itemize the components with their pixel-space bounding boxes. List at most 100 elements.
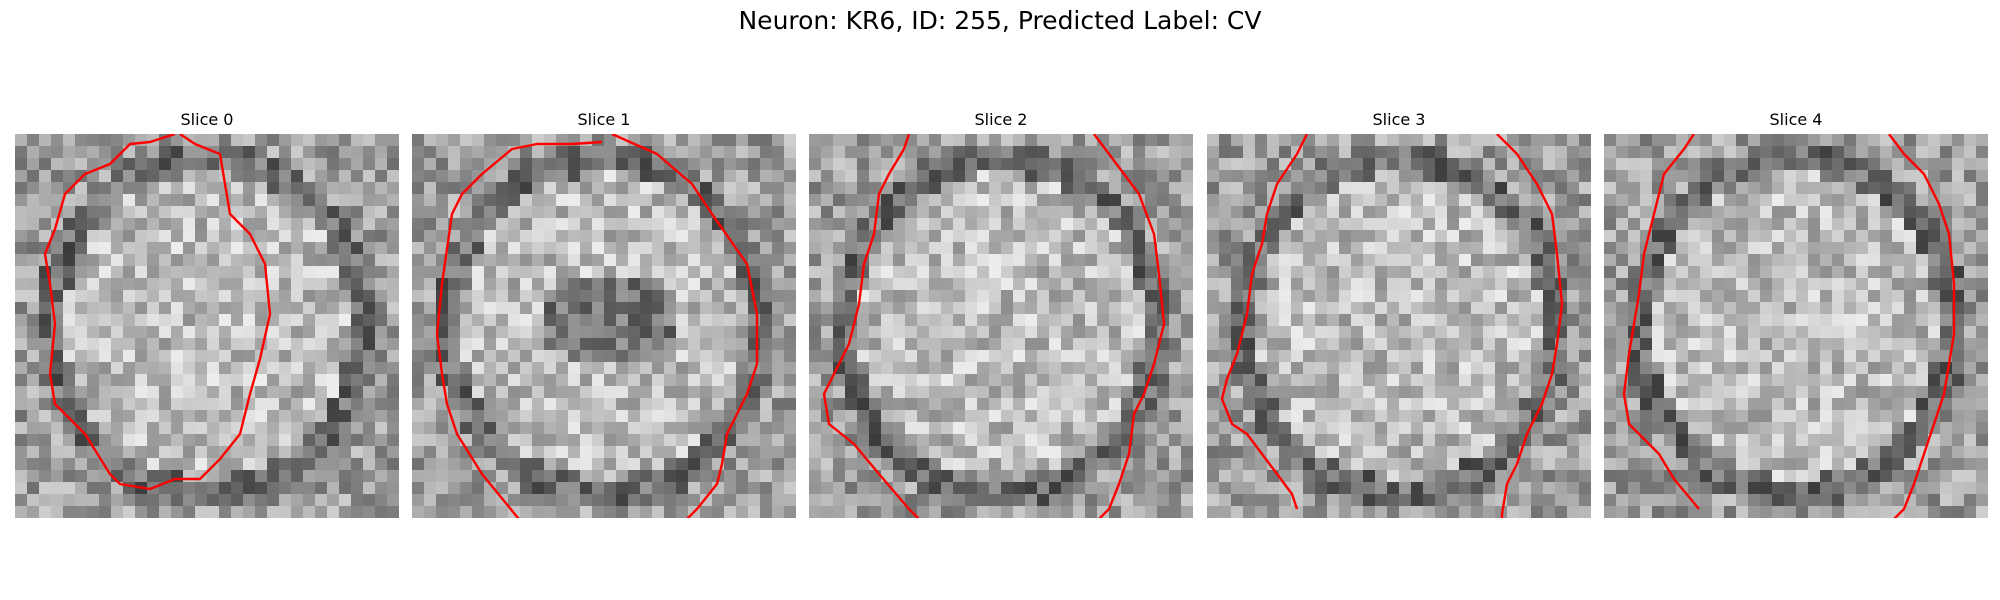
image-pixel: [1231, 398, 1244, 411]
image-pixel: [1736, 134, 1749, 147]
image-pixel: [1676, 242, 1689, 255]
image-pixel: [1531, 470, 1544, 483]
image-pixel: [1579, 194, 1591, 207]
image-pixel: [664, 326, 677, 339]
image-pixel: [905, 230, 918, 243]
image-pixel: [544, 314, 557, 327]
image-pixel: [652, 326, 665, 339]
image-pixel: [1267, 362, 1280, 375]
image-pixel: [327, 194, 340, 207]
image-pixel: [424, 194, 437, 207]
image-pixel: [363, 446, 376, 459]
image-pixel: [821, 230, 834, 243]
image-pixel: [1037, 302, 1050, 315]
image-pixel: [532, 266, 545, 279]
image-pixel: [1267, 290, 1280, 303]
image-pixel: [1928, 290, 1941, 303]
image-pixel: [484, 398, 497, 411]
image-pixel: [592, 266, 605, 279]
image-pixel: [929, 170, 942, 183]
image-pixel: [1339, 266, 1352, 279]
image-pixel: [1339, 314, 1352, 327]
image-pixel: [1375, 398, 1388, 411]
image-pixel: [1351, 206, 1364, 219]
image-pixel: [231, 482, 244, 495]
image-pixel: [809, 326, 822, 339]
image-pixel: [1904, 266, 1917, 279]
image-pixel: [1073, 170, 1086, 183]
image-pixel: [291, 230, 304, 243]
image-pixel: [905, 386, 918, 399]
image-pixel: [1507, 230, 1520, 243]
image-pixel: [207, 230, 220, 243]
image-pixel: [1555, 278, 1568, 291]
image-pixel: [1387, 458, 1400, 471]
image-pixel: [748, 410, 761, 423]
image-pixel: [556, 182, 569, 195]
image-pixel: [1567, 182, 1580, 195]
image-pixel: [1279, 278, 1292, 291]
image-pixel: [243, 350, 256, 363]
image-pixel: [496, 278, 509, 291]
image-pixel: [39, 506, 52, 518]
image-pixel: [448, 482, 461, 495]
image-pixel: [1447, 326, 1460, 339]
image-pixel: [881, 386, 894, 399]
image-pixel: [1181, 158, 1193, 171]
image-pixel: [1061, 314, 1074, 327]
image-pixel: [183, 470, 196, 483]
image-pixel: [1097, 158, 1110, 171]
image-pixel: [351, 134, 364, 147]
image-pixel: [1628, 434, 1641, 447]
image-pixel: [1579, 446, 1591, 459]
image-pixel: [1411, 254, 1424, 267]
image-pixel: [1411, 434, 1424, 447]
image-pixel: [640, 470, 653, 483]
image-pixel: [1543, 266, 1556, 279]
image-pixel: [1435, 338, 1448, 351]
image-pixel: [1628, 146, 1641, 159]
image-pixel: [279, 170, 292, 183]
image-pixel: [424, 506, 437, 518]
image-pixel: [520, 422, 533, 435]
image-pixel: [291, 446, 304, 459]
image-pixel: [929, 470, 942, 483]
image-pixel: [1447, 410, 1460, 423]
image-pixel: [712, 134, 725, 147]
image-pixel: [1844, 242, 1857, 255]
image-pixel: [1700, 350, 1713, 363]
image-pixel: [1363, 242, 1376, 255]
image-pixel: [664, 398, 677, 411]
image-pixel: [1567, 314, 1580, 327]
image-pixel: [436, 218, 449, 231]
image-pixel: [1640, 182, 1653, 195]
image-pixel: [821, 422, 834, 435]
image-pixel: [1640, 170, 1653, 183]
image-pixel: [1411, 134, 1424, 147]
image-pixel: [568, 422, 581, 435]
image-pixel: [917, 182, 930, 195]
image-pixel: [424, 326, 437, 339]
image-pixel: [508, 410, 521, 423]
image-pixel: [1025, 470, 1038, 483]
image-pixel: [592, 218, 605, 231]
image-pixel: [1928, 398, 1941, 411]
image-pixel: [1001, 350, 1014, 363]
image-pixel: [929, 206, 942, 219]
image-pixel: [1652, 386, 1665, 399]
image-pixel: [1351, 422, 1364, 435]
image-pixel: [315, 362, 328, 375]
image-pixel: [1109, 314, 1122, 327]
image-pixel: [1243, 182, 1256, 195]
image-pixel: [1964, 290, 1977, 303]
image-pixel: [604, 506, 617, 518]
image-pixel: [207, 446, 220, 459]
image-pixel: [917, 494, 930, 507]
image-pixel: [1459, 158, 1472, 171]
image-pixel: [1037, 326, 1050, 339]
image-pixel: [351, 242, 364, 255]
image-pixel: [1157, 350, 1170, 363]
image-pixel: [231, 338, 244, 351]
image-pixel: [1001, 158, 1014, 171]
image-pixel: [1339, 278, 1352, 291]
